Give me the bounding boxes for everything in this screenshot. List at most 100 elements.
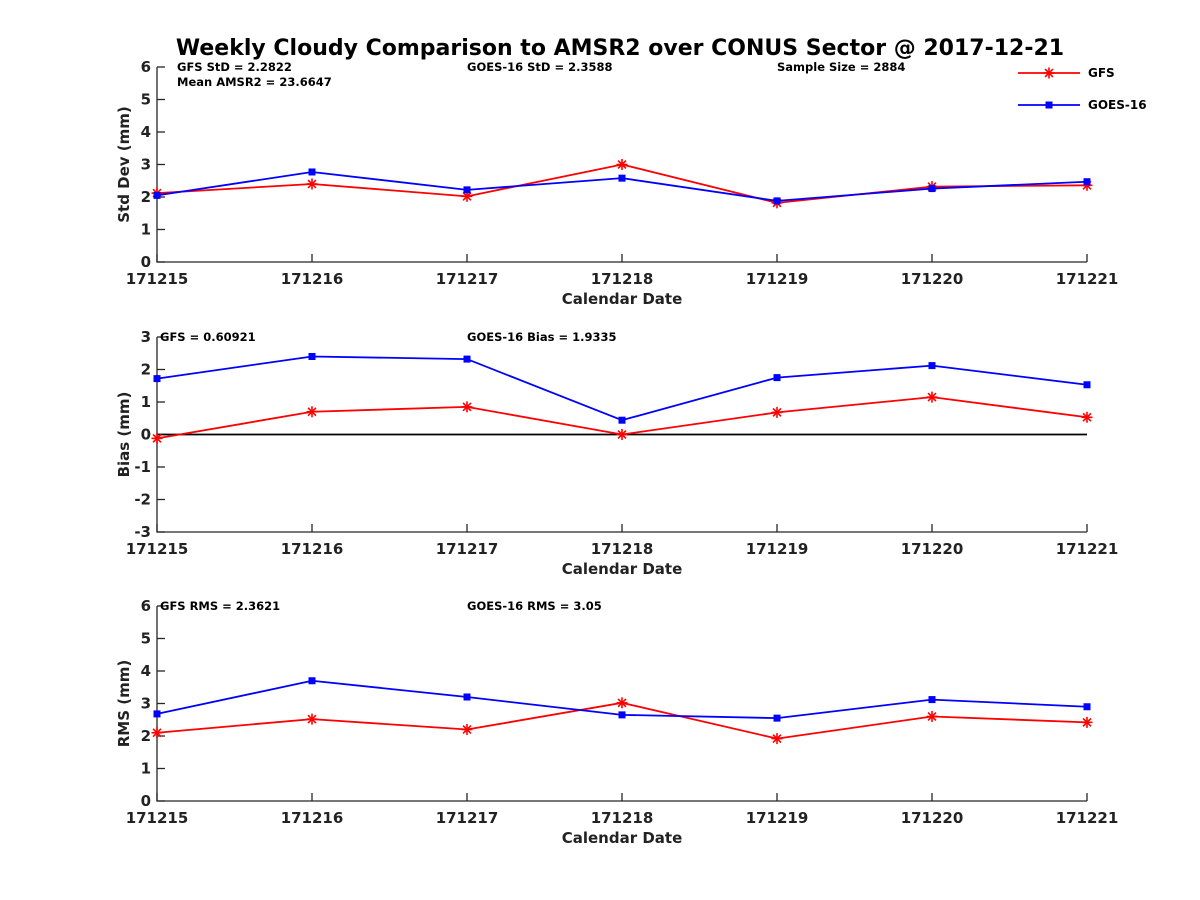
legend-marker [1043, 67, 1055, 79]
legend-entry: GFS [1018, 66, 1115, 80]
legend-label: GFS [1088, 66, 1115, 80]
panel-3: 0 1 2 3 4 5 6 171215 171216 171217 171218 171219 171… [115, 597, 1118, 847]
y-tick-label: 0 [141, 253, 151, 271]
stat-annotation: GFS = 0.60921 [160, 330, 256, 344]
legend-entry: GOES-16 [1018, 98, 1147, 112]
y-tick-label: 2 [141, 727, 151, 745]
series-gfs [151, 391, 1093, 444]
data-point [306, 713, 318, 725]
data-point [151, 727, 163, 739]
y-tick-label: -2 [134, 491, 151, 509]
y-tick-label: -3 [134, 523, 151, 541]
data-point [153, 710, 161, 718]
series-gfs [151, 159, 1093, 209]
legend-marker [1045, 101, 1053, 109]
x-tick-label: 171217 [436, 809, 499, 827]
data-point [616, 697, 628, 709]
stat-annotation: GFS RMS = 2.3621 [160, 599, 280, 613]
data-point [461, 724, 473, 735]
series-goes-16 [153, 168, 1091, 205]
data-point [926, 391, 938, 403]
x-tick-label: 171217 [436, 270, 499, 288]
x-tick-label: 171221 [1056, 540, 1119, 558]
data-point [463, 693, 471, 701]
data-point [153, 191, 161, 199]
y-tick-label: 4 [141, 662, 151, 680]
x-tick-label: 171219 [746, 809, 809, 827]
data-point [618, 174, 626, 182]
series-line [156, 355, 1088, 422]
y-axis-label: RMS (mm) [115, 660, 133, 747]
data-point [928, 185, 936, 193]
x-tick-label: 171220 [901, 540, 964, 558]
y-tick-label: 1 [141, 760, 151, 778]
y-tick-label: 3 [141, 156, 151, 174]
data-point [618, 711, 626, 719]
x-tick-label: 171215 [126, 809, 189, 827]
y-tick-label: -1 [134, 458, 151, 476]
y-tick-label: 2 [141, 188, 151, 206]
data-point [616, 159, 628, 170]
x-tick-label: 171218 [591, 270, 654, 288]
series-gfs [151, 697, 1093, 745]
x-axis-label: Calendar Date [562, 829, 683, 847]
stat-annotation: GOES-16 RMS = 3.05 [467, 599, 602, 613]
y-tick-label: 2 [141, 361, 151, 379]
panels: 0 1 2 3 4 5 6 171215 171216 171217 171218 171219 171… [115, 58, 1118, 847]
series-goes-16 [153, 677, 1091, 722]
data-point [773, 714, 781, 722]
data-point [1083, 703, 1091, 711]
x-tick-label: 171216 [281, 270, 344, 288]
y-tick-label: 5 [141, 630, 151, 648]
data-point [773, 374, 781, 382]
x-tick-label: 171220 [901, 809, 964, 827]
data-point [308, 353, 316, 360]
y-tick-label: 5 [141, 91, 151, 109]
data-point [308, 677, 316, 685]
x-tick-label: 171219 [746, 270, 809, 288]
series-line [156, 163, 1088, 204]
stat-annotation: GOES-16 StD = 2.3588 [467, 60, 612, 74]
stat-annotation: GFS StD = 2.2822 [177, 60, 292, 74]
y-tick-label: 4 [141, 123, 151, 141]
y-tick-label: 3 [141, 695, 151, 713]
data-point [616, 429, 628, 440]
x-tick-label: 171218 [591, 809, 654, 827]
x-tick-label: 171217 [436, 540, 499, 558]
stat-annotation: Mean AMSR2 = 23.6647 [177, 75, 332, 89]
y-tick-label: 0 [141, 792, 151, 810]
y-axis-label: Bias (mm) [115, 392, 133, 478]
series-goes-16 [153, 353, 1091, 424]
x-axis-label: Calendar Date [562, 560, 683, 578]
y-tick-label: 6 [141, 58, 151, 76]
x-tick-label: 171216 [281, 809, 344, 827]
panel-2: -3 -2 -1 0 1 2 3 171215 171216 171217 171218 171219… [115, 328, 1118, 578]
x-tick-label: 171220 [901, 270, 964, 288]
x-tick-label: 171219 [746, 540, 809, 558]
data-point [1083, 178, 1091, 186]
data-point [771, 733, 783, 745]
data-point [771, 406, 783, 418]
data-point [306, 178, 318, 190]
x-tick-label: 171218 [591, 540, 654, 558]
stat-annotation: GOES-16 Bias = 1.9335 [467, 330, 616, 344]
data-point [153, 375, 161, 383]
data-point [618, 416, 626, 424]
y-axis-label: Std Dev (mm) [115, 106, 133, 223]
x-tick-label: 171221 [1056, 270, 1119, 288]
data-point [928, 362, 936, 370]
data-point [928, 696, 936, 704]
legend-label: GOES-16 [1088, 98, 1147, 112]
data-point [1083, 381, 1091, 389]
data-point [463, 355, 471, 363]
y-tick-label: 1 [141, 221, 151, 239]
x-axis-label: Calendar Date [562, 290, 683, 308]
x-tick-label: 171215 [126, 540, 189, 558]
figure-title: Weekly Cloudy Comparison to AMSR2 over C… [176, 36, 1064, 61]
data-point [773, 197, 781, 205]
x-tick-label: 171221 [1056, 809, 1119, 827]
y-tick-label: 0 [141, 426, 151, 444]
legend: GFS GOES-16 [1018, 66, 1147, 112]
data-point [461, 401, 473, 413]
data-point [306, 406, 318, 418]
